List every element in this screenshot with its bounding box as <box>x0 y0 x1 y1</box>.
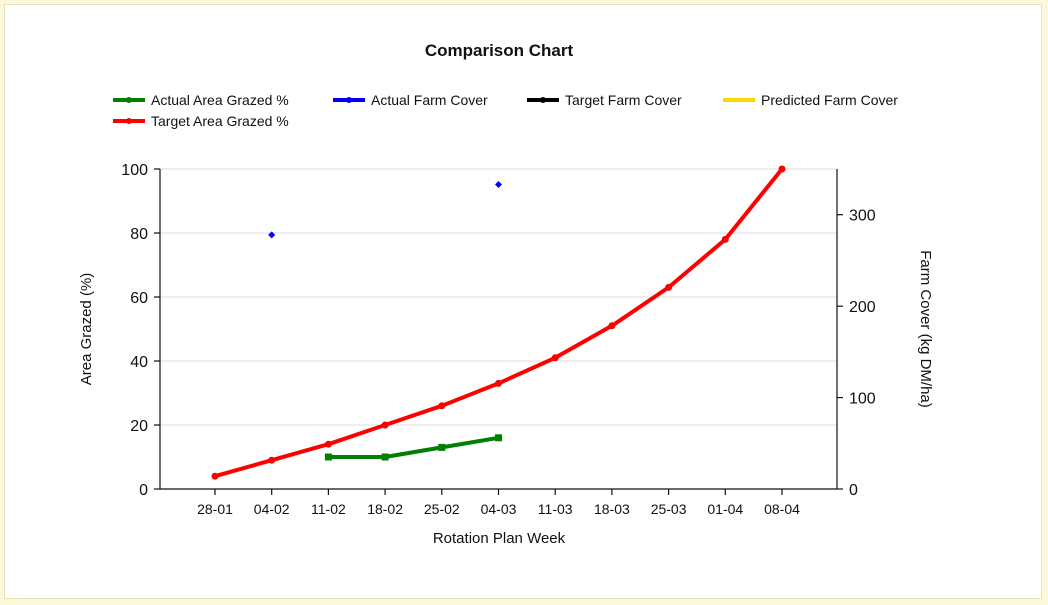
legend-marker <box>126 118 132 124</box>
comparison-chart: Comparison Chart Actual Area Grazed % Act… <box>78 41 934 547</box>
series-line <box>213 167 784 479</box>
x-tick-label: 08-04 <box>764 501 800 517</box>
y-tick-label-right: 0 <box>849 482 858 499</box>
series-actual-farm-cover <box>268 181 502 239</box>
data-point <box>381 453 389 461</box>
y-tick-label-left: 60 <box>130 290 148 307</box>
data-point <box>324 453 332 461</box>
y-ticks-left: 0 20 40 60 80 100 <box>121 162 160 499</box>
x-tick-label: 01-04 <box>707 501 743 517</box>
data-point <box>495 181 502 189</box>
x-tick-label: 04-02 <box>254 501 290 517</box>
data-point <box>381 421 389 429</box>
data-point <box>495 434 502 442</box>
chart-frame: Comparison Chart Actual Area Grazed % Act… <box>4 4 1042 599</box>
legend-item-target-farm-cover: Target Farm Cover <box>527 92 682 108</box>
data-point <box>438 443 446 451</box>
y-tick-label-right: 300 <box>849 208 876 225</box>
data-point <box>268 456 276 464</box>
x-tick-label: 28-01 <box>197 501 233 517</box>
x-axis-label: Rotation Plan Week <box>433 530 566 547</box>
legend-item-actual-farm-cover: Actual Farm Cover <box>333 92 488 108</box>
chart-title: Comparison Chart <box>425 41 574 60</box>
y-tick-label-left: 80 <box>130 226 148 243</box>
data-point <box>495 379 502 387</box>
legend-marker <box>540 97 546 103</box>
legend-marker <box>346 97 352 103</box>
data-point <box>665 283 673 291</box>
y-axis-right-label: Farm Cover (kg DM/ha) <box>917 250 934 408</box>
legend-label: Target Farm Cover <box>565 92 682 108</box>
legend-label: Target Area Grazed % <box>151 113 289 129</box>
data-point <box>324 440 332 448</box>
x-tick-label: 18-03 <box>594 501 630 517</box>
series-line <box>326 435 501 459</box>
x-tick-label: 11-03 <box>538 501 573 517</box>
data-point <box>551 354 559 362</box>
grid-lines <box>160 168 837 426</box>
y-tick-label-left: 100 <box>121 162 148 179</box>
x-ticks: 28-01 04-02 11-02 18-02 25-02 04-03 11-03 18-03… <box>197 489 800 517</box>
y-ticks-right: 0 100 200 300 <box>837 208 876 499</box>
legend-item-target-area-grazed: Target Area Grazed % <box>113 113 289 129</box>
data-point <box>268 231 276 239</box>
legend-item-predicted-farm-cover: Predicted Farm Cover <box>723 92 898 108</box>
data-point <box>211 472 219 480</box>
x-tick-label: 25-02 <box>424 501 460 517</box>
data-point <box>778 165 786 173</box>
y-tick-label-right: 100 <box>849 391 876 408</box>
x-tick-label: 11-02 <box>311 501 346 517</box>
data-point <box>438 402 446 410</box>
data-point <box>608 322 616 330</box>
legend-label: Actual Area Grazed % <box>151 92 289 108</box>
series-target-area-grazed <box>211 165 786 480</box>
y-tick-label-left: 40 <box>130 354 148 371</box>
y-tick-label-left: 20 <box>130 418 148 435</box>
legend: Actual Area Grazed % Actual Farm Cover Tar… <box>113 92 898 129</box>
y-tick-label-right: 200 <box>849 299 876 316</box>
data-point <box>721 235 729 243</box>
x-tick-label: 18-02 <box>367 501 403 517</box>
legend-marker <box>126 97 132 103</box>
x-tick-label: 25-03 <box>651 501 687 517</box>
series-actual-area-grazed <box>324 434 502 461</box>
series-layer <box>211 165 786 480</box>
y-axis-left-label: Area Grazed (%) <box>78 273 95 386</box>
legend-item-actual-area-grazed: Actual Area Grazed % <box>113 92 289 108</box>
legend-label: Actual Farm Cover <box>371 92 488 108</box>
legend-label: Predicted Farm Cover <box>761 92 898 108</box>
y-tick-label-left: 0 <box>139 482 148 499</box>
x-tick-label: 04-03 <box>481 501 517 517</box>
